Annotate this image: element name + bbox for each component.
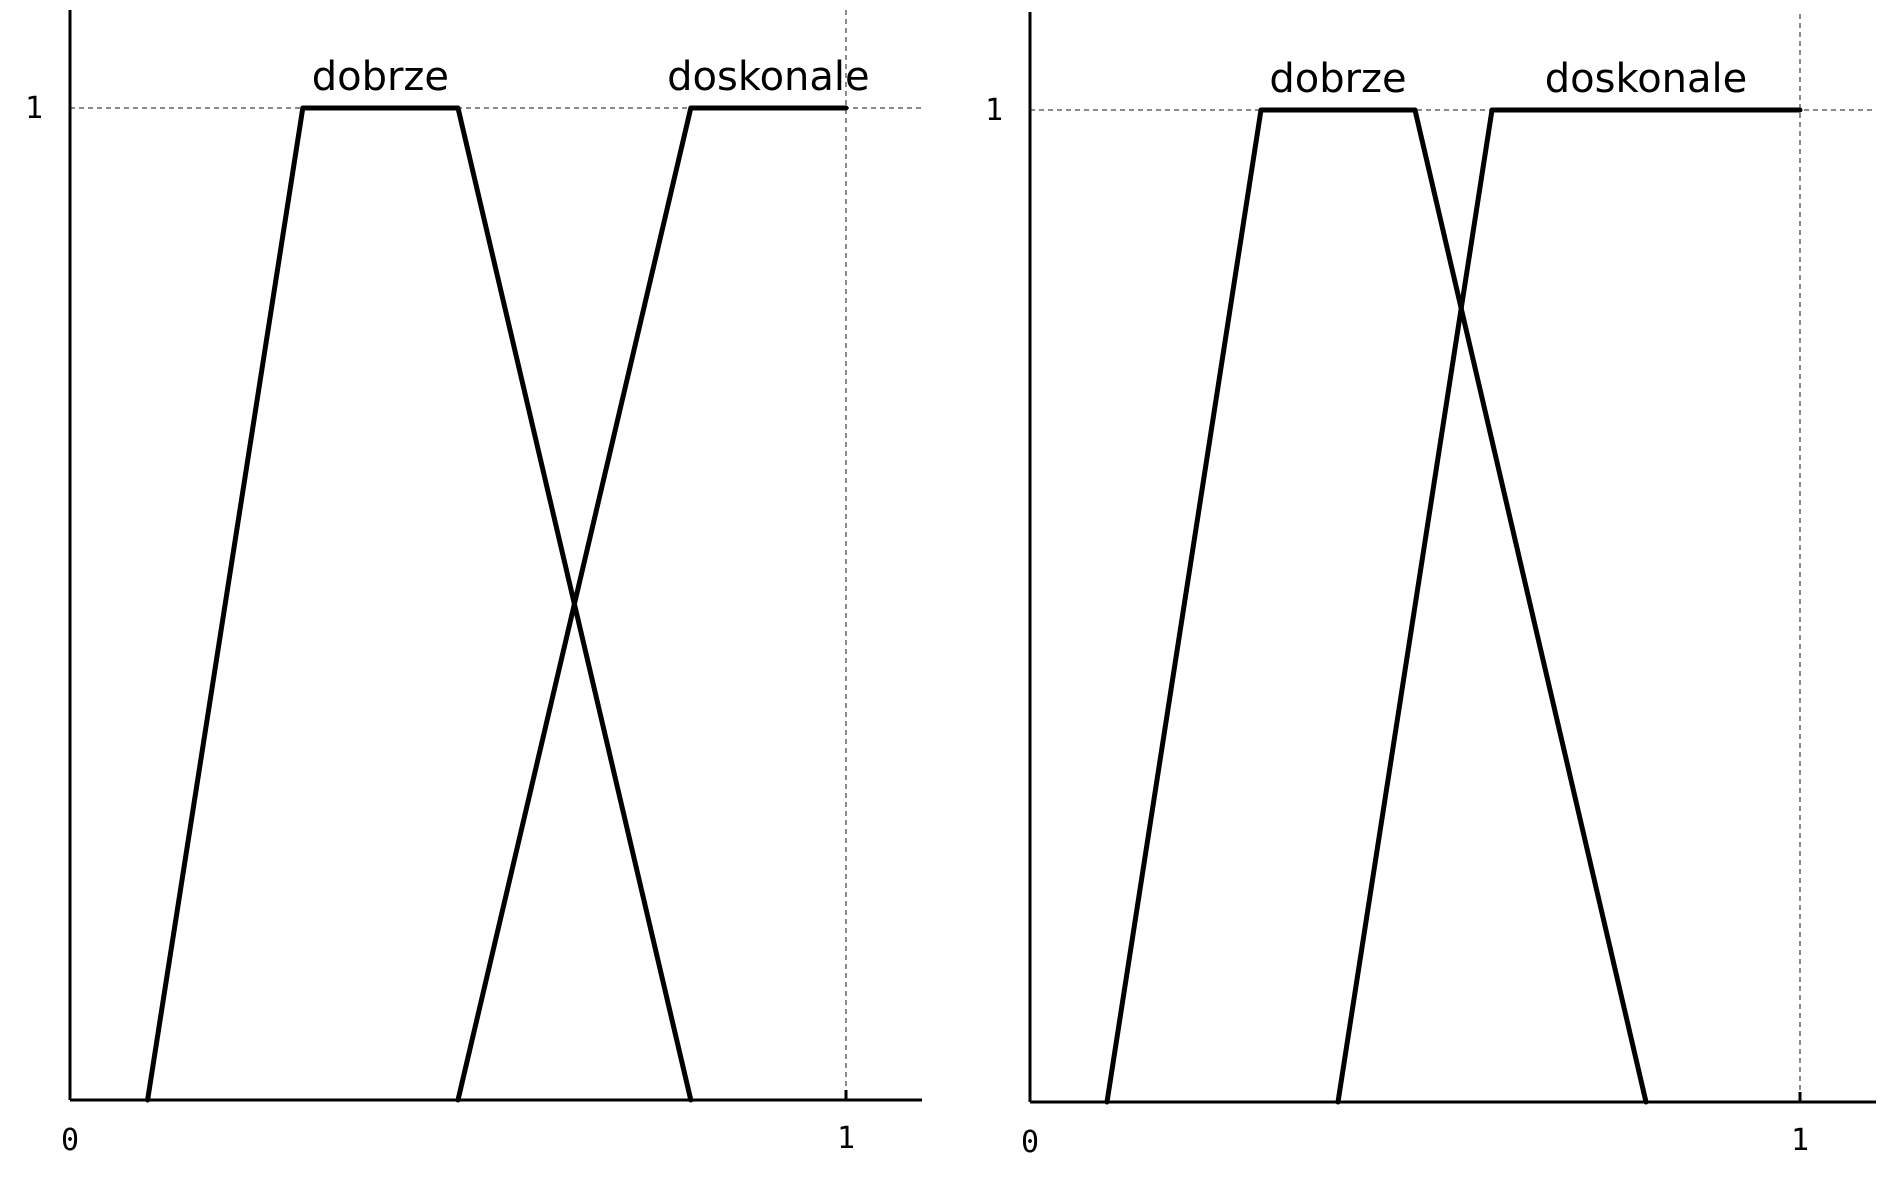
x-tick-label-1: 1: [837, 1121, 855, 1156]
x-tick-label-1: 1: [1791, 1123, 1809, 1158]
series-line-doskonale: [1335, 107, 1803, 1105]
y-tick-label-1: 1: [25, 91, 43, 126]
x-tick-label-0: 0: [61, 1123, 79, 1158]
chart-panel-2: 0 1 1 dobrze doskonale: [985, 12, 1876, 1160]
y-tick-label-1: 1: [985, 93, 1003, 128]
chart-panel-1: 0 1 1 dobrze doskonale: [25, 10, 922, 1158]
series-label-doskonale: doskonale: [667, 54, 870, 100]
series-line-dobrze: [145, 105, 694, 1103]
series-label-dobrze: dobrze: [1269, 56, 1406, 102]
series-label-doskonale: doskonale: [1545, 56, 1748, 102]
series-label-dobrze: dobrze: [312, 54, 449, 100]
series-line-dobrze: [1104, 107, 1649, 1105]
series-line-doskonale: [455, 105, 849, 1103]
x-tick-label-0: 0: [1021, 1125, 1039, 1160]
